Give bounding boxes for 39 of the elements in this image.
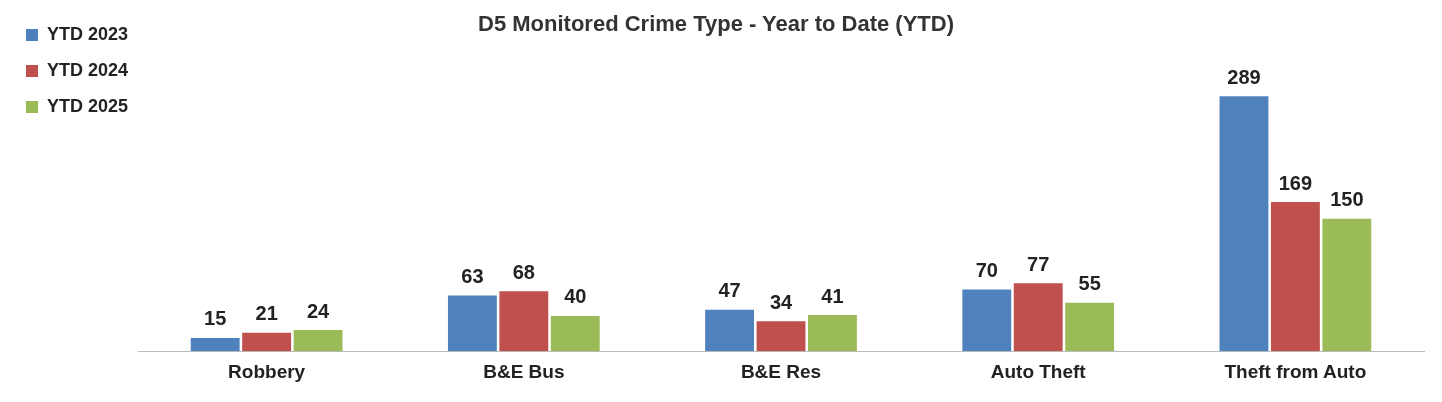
- bar: [447, 295, 497, 352]
- chart-title: D5 Monitored Crime Type - Year to Date (YTD): [478, 11, 954, 37]
- data-label: 63: [461, 265, 484, 288]
- legend-label: YTD 2023: [47, 23, 129, 44]
- data-label: 41: [821, 284, 844, 307]
- bar: [705, 309, 755, 352]
- legend-label: YTD 2024: [47, 59, 129, 80]
- data-label: 68: [512, 260, 535, 283]
- data-label: 70: [975, 258, 998, 281]
- x-tick-label: B&E Res: [740, 360, 822, 382]
- bar: [550, 315, 600, 352]
- data-label: 34: [769, 290, 794, 313]
- bar: [1013, 283, 1063, 352]
- bar: [1270, 202, 1320, 352]
- data-label: 40: [564, 285, 587, 308]
- bar: [190, 337, 240, 352]
- data-label: 289: [1227, 65, 1261, 88]
- data-label: 24: [306, 299, 331, 322]
- bar: [808, 315, 857, 352]
- bar: [499, 291, 549, 352]
- bar: [242, 332, 292, 352]
- x-tick-label: B&E Bus: [483, 360, 565, 382]
- data-label: 150: [1330, 188, 1364, 211]
- data-label: 21: [255, 302, 278, 325]
- data-label: 47: [718, 279, 741, 302]
- data-label: 55: [1078, 272, 1101, 295]
- x-tick-label: Theft from Auto: [1224, 360, 1367, 382]
- x-tick-label: Robbery: [228, 360, 306, 382]
- bar: [1065, 302, 1115, 352]
- bar: [293, 330, 343, 352]
- data-label: 15: [204, 307, 227, 330]
- bar: [1322, 218, 1372, 352]
- data-label: 169: [1278, 171, 1313, 194]
- bar: [962, 289, 1012, 352]
- data-label: 77: [1027, 252, 1050, 275]
- bar: [756, 321, 806, 352]
- legend-label: YTD 2025: [47, 95, 129, 116]
- x-tick-label: Auto Theft: [990, 360, 1087, 382]
- bar: [1219, 96, 1269, 352]
